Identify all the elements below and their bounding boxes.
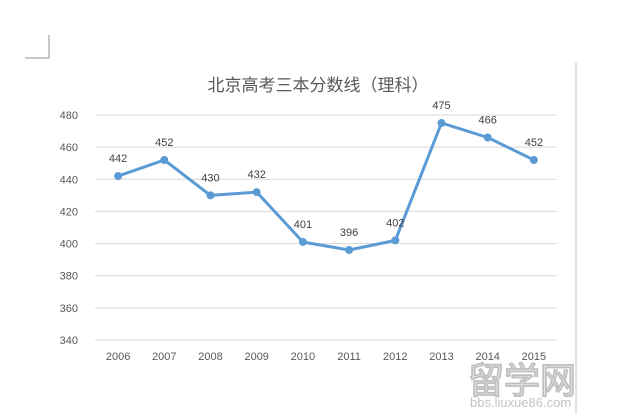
watermark-logo: 留学网 bbs.liuxue86.com: [468, 360, 577, 410]
x-tick-label: 2009: [244, 351, 268, 363]
x-tick-label: 2015: [522, 351, 546, 363]
chart-title: 北京高考三本分数线（理科）: [208, 76, 429, 96]
data-label: 401: [294, 219, 312, 231]
data-label: 402: [386, 217, 404, 229]
data-label: 396: [340, 227, 358, 239]
y-tick-label: 440: [60, 174, 78, 186]
data-point: [529, 156, 538, 164]
watermark-text: 留学网: [468, 360, 576, 402]
y-tick-label: 420: [60, 206, 78, 218]
series-line: [116, 121, 536, 252]
data-label: 475: [432, 100, 450, 112]
data-label: 466: [479, 115, 497, 127]
y-tick-label: 360: [60, 303, 78, 315]
y-tick-label: 400: [60, 239, 78, 251]
data-point: [437, 119, 446, 128]
y-tick-label: 340: [60, 335, 78, 347]
data-labels: 442 452 430 432 401 396 402 475 466 452: [109, 100, 543, 239]
y-tick-label: 380: [60, 271, 78, 283]
x-tick-label: 2013: [429, 351, 453, 363]
x-tick-label: 2008: [198, 351, 222, 363]
x-tick-label: 2012: [383, 351, 407, 363]
data-point: [391, 236, 400, 245]
x-tick-label: 2014: [475, 351, 499, 363]
data-point: [252, 188, 261, 197]
y-tick-label: 460: [60, 142, 78, 154]
data-point: [206, 191, 215, 200]
x-tick-label: 2006: [106, 351, 130, 363]
data-label: 442: [109, 153, 127, 165]
x-axis-ticks: 2006 2007 2008 2009 2010 2011 2012 2013 2014 2015: [106, 351, 546, 363]
data-label: 452: [155, 137, 173, 149]
y-tick-label: 480: [60, 110, 78, 122]
data-point: [160, 156, 169, 164]
x-tick-label: 2007: [152, 351, 176, 363]
data-point: [345, 246, 354, 254]
data-label: 432: [248, 169, 266, 181]
data-points: [114, 119, 538, 254]
watermark-url: bbs.liuxue86.com: [470, 395, 571, 410]
x-tick-label: 2011: [337, 351, 361, 363]
y-axis-ticks: 340 360 380 400 420 440 460 480: [60, 110, 78, 347]
gridlines: [95, 114, 557, 341]
data-label: 452: [525, 137, 543, 149]
data-label: 430: [201, 172, 219, 184]
data-point: [483, 133, 492, 142]
data-point: [114, 172, 123, 181]
data-point: [298, 237, 307, 246]
x-tick-label: 2010: [291, 351, 315, 363]
